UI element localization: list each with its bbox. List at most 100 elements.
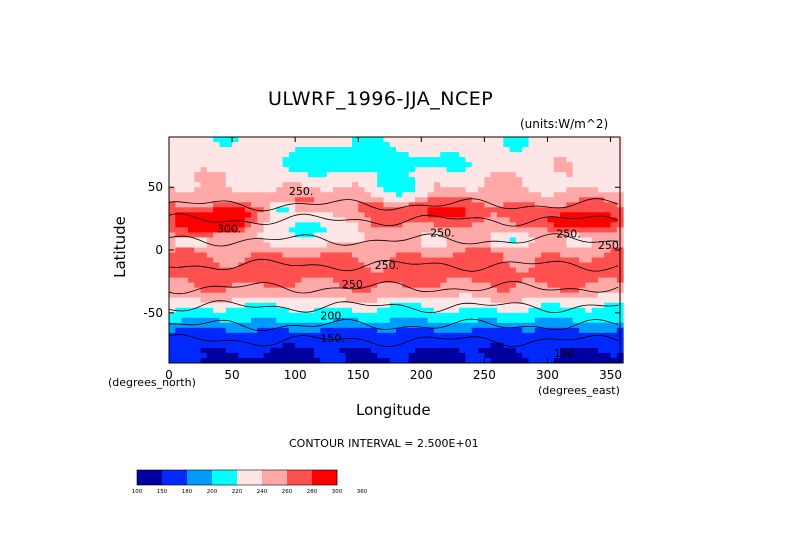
heatmap-cell bbox=[295, 227, 302, 233]
heatmap-cell bbox=[314, 227, 321, 233]
heatmap-cell bbox=[295, 192, 302, 198]
heatmap-cell bbox=[421, 252, 429, 259]
heatmap-cell bbox=[503, 347, 511, 354]
heatmap-cell bbox=[213, 297, 220, 304]
heatmap-cell bbox=[604, 157, 612, 163]
heatmap-cell bbox=[383, 342, 391, 349]
heatmap-cell bbox=[452, 332, 460, 339]
heatmap-cell bbox=[187, 172, 195, 178]
heatmap-cell bbox=[478, 302, 485, 309]
heatmap-cell bbox=[440, 247, 448, 254]
heatmap-cell bbox=[383, 137, 391, 143]
heatmap-cell bbox=[244, 137, 252, 143]
heatmap-cell bbox=[427, 147, 435, 153]
y-axis-label: Latitude bbox=[111, 216, 129, 278]
heatmap-cell bbox=[232, 347, 239, 354]
heatmap-cell bbox=[579, 312, 586, 319]
heatmap-cell bbox=[263, 312, 271, 319]
heatmap-cell bbox=[560, 352, 567, 359]
heatmap-cell bbox=[175, 147, 183, 153]
heatmap-cell bbox=[471, 182, 479, 188]
heatmap-cell bbox=[181, 157, 189, 163]
heatmap-cell bbox=[333, 207, 340, 213]
heatmap-cell bbox=[560, 182, 567, 188]
heatmap-cell bbox=[307, 307, 315, 314]
heatmap-cell bbox=[169, 322, 176, 329]
heatmap-cell bbox=[490, 137, 498, 143]
heatmap-cell bbox=[187, 192, 195, 198]
heatmap-cell bbox=[396, 262, 403, 269]
heatmap-cell bbox=[597, 297, 605, 304]
heatmap-cell bbox=[396, 307, 403, 314]
heatmap-cell bbox=[579, 217, 586, 223]
heatmap-cell bbox=[213, 147, 220, 153]
heatmap-cell bbox=[497, 202, 504, 208]
heatmap-cell bbox=[370, 197, 378, 203]
heatmap-cell bbox=[307, 317, 315, 324]
heatmap-cell bbox=[465, 357, 473, 364]
heatmap-cell bbox=[225, 267, 233, 274]
heatmap-cell bbox=[244, 262, 252, 269]
heatmap-cell bbox=[206, 357, 214, 364]
heatmap-cell bbox=[238, 222, 246, 228]
heatmap-cell bbox=[257, 337, 265, 344]
heatmap-cell bbox=[560, 337, 567, 344]
heatmap-cell bbox=[610, 207, 618, 213]
heatmap-cell bbox=[465, 282, 473, 289]
heatmap-cell bbox=[471, 232, 479, 238]
heatmap-cell bbox=[326, 352, 334, 359]
heatmap-cell bbox=[402, 337, 410, 344]
heatmap-cell bbox=[320, 197, 328, 203]
heatmap-cell bbox=[579, 222, 586, 228]
heatmap-cell bbox=[509, 252, 517, 259]
heatmap-cell bbox=[427, 312, 435, 319]
heatmap-cell bbox=[370, 292, 378, 299]
heatmap-cell bbox=[351, 352, 359, 359]
heatmap-cell bbox=[389, 187, 397, 193]
heatmap-cell bbox=[351, 297, 359, 304]
heatmap-cell bbox=[440, 147, 448, 153]
heatmap-cell bbox=[509, 262, 517, 269]
heatmap-cell bbox=[452, 317, 460, 324]
heatmap-cell bbox=[181, 167, 189, 173]
contour-labels: 250.300. 250. 250.250.250.250.200.150.150. bbox=[217, 185, 622, 360]
heatmap-cell bbox=[219, 287, 227, 294]
heatmap-cell bbox=[515, 177, 523, 183]
heatmap-cell bbox=[169, 222, 176, 228]
heatmap-cell bbox=[433, 187, 441, 193]
heatmap-cell bbox=[528, 157, 536, 163]
heatmap-cell bbox=[358, 327, 366, 334]
heatmap-cell bbox=[402, 342, 410, 349]
heatmap-cell bbox=[320, 247, 328, 254]
heatmap-cell bbox=[478, 282, 485, 289]
heatmap-cell bbox=[610, 197, 618, 203]
heatmap-cell bbox=[206, 172, 214, 178]
heatmap-cell bbox=[389, 307, 397, 314]
heatmap-cell bbox=[610, 342, 618, 349]
heatmap-cell bbox=[219, 267, 227, 274]
heatmap-cell bbox=[509, 217, 517, 223]
heatmap-cell bbox=[225, 352, 233, 359]
heatmap-cell bbox=[427, 222, 435, 228]
heatmap-cell bbox=[553, 202, 561, 208]
heatmap-cell bbox=[509, 357, 517, 364]
heatmap-cell bbox=[553, 182, 561, 188]
heatmap-cell bbox=[427, 202, 435, 208]
heatmap-cell bbox=[333, 317, 340, 324]
heatmap-cell bbox=[213, 352, 220, 359]
heatmap-cell bbox=[200, 307, 208, 314]
heatmap-cell bbox=[169, 337, 176, 344]
heatmap-cell bbox=[497, 267, 504, 274]
heatmap-cell bbox=[383, 282, 391, 289]
heatmap-cell bbox=[301, 237, 309, 243]
units-label: (units:W/m^2) bbox=[520, 117, 609, 131]
heatmap-cell bbox=[597, 177, 605, 183]
heatmap-cell bbox=[433, 177, 441, 183]
heatmap-cell bbox=[370, 242, 378, 248]
heatmap-cell bbox=[509, 297, 517, 304]
heatmap-cell bbox=[396, 232, 403, 238]
heatmap-cell bbox=[232, 147, 239, 153]
heatmap-cell bbox=[408, 297, 416, 304]
heatmap-cell bbox=[471, 352, 479, 359]
heatmap-cell bbox=[509, 187, 517, 193]
